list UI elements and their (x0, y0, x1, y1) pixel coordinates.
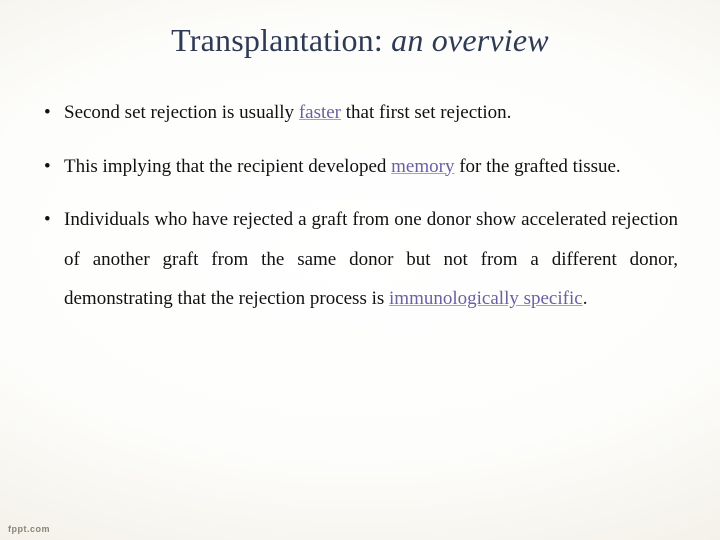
bullet-item: Second set rejection is usually faster t… (42, 93, 678, 133)
bullet-item: Individuals who have rejected a graft fr… (42, 200, 678, 319)
slide: Transplantation: an overview Second set … (0, 0, 720, 540)
bullet-text-pre: Second set rejection is usually (64, 102, 299, 123)
key-term: immunologically specific (389, 288, 583, 309)
bullet-list: Second set rejection is usually faster t… (42, 93, 678, 319)
key-term: faster (299, 102, 341, 123)
bullet-text-post: . (583, 288, 588, 309)
key-term: memory (391, 156, 454, 177)
slide-title: Transplantation: an overview (42, 22, 678, 59)
title-italic-part: an overview (391, 22, 549, 58)
bullet-text-post: that first set rejection. (341, 102, 511, 123)
bullet-item: This implying that the recipient develop… (42, 147, 678, 187)
footer-watermark: fppt.com (8, 524, 50, 534)
footer-text: fppt.com (8, 524, 50, 534)
title-regular-part: Transplantation: (171, 22, 391, 58)
bullet-text-pre: This implying that the recipient develop… (64, 156, 391, 177)
bullet-text-post: for the grafted tissue. (454, 156, 620, 177)
